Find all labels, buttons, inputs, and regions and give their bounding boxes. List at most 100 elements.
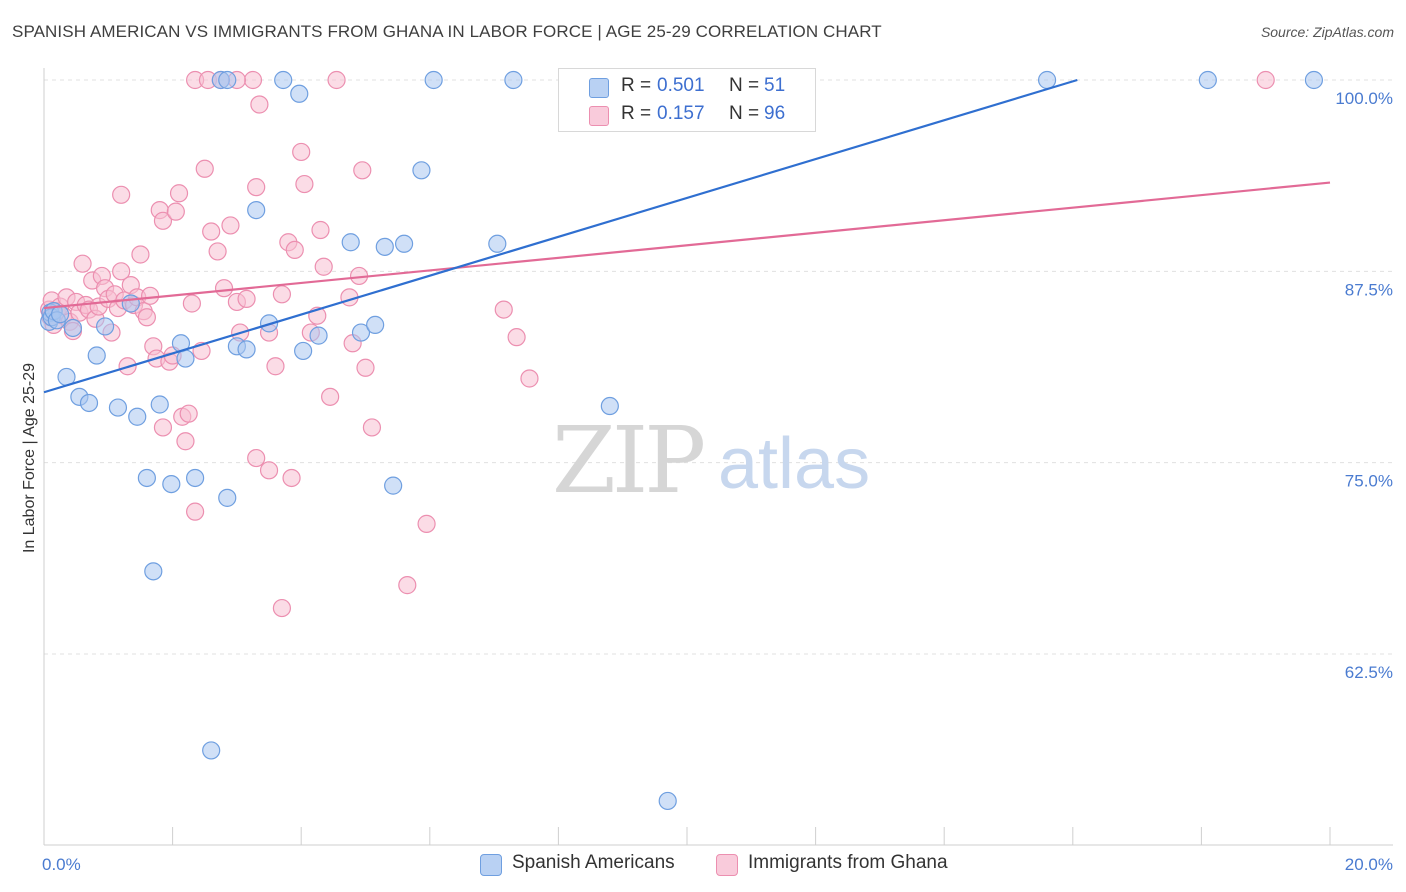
- spanish-point-40: [412, 161, 431, 180]
- ghana-point-46: [179, 404, 198, 423]
- ghana-point-88: [398, 576, 417, 595]
- spanish-point-20: [176, 349, 195, 368]
- ghana-point-12: [73, 254, 92, 273]
- spanish-point-28: [247, 201, 266, 220]
- ghana-point-53: [214, 279, 234, 298]
- spanish-point-11: [95, 317, 115, 336]
- spanish-point-48: [1037, 70, 1057, 90]
- ghana-point-74: [327, 70, 346, 90]
- legend-n-value: 51: [764, 75, 786, 96]
- y-tick-label-1: 75.0%: [1345, 472, 1393, 491]
- legend-r-label: R =: [621, 75, 652, 96]
- spanish-point-43: [504, 70, 523, 90]
- ghana-point-36: [112, 185, 131, 204]
- spanish-point-9: [79, 393, 99, 413]
- spanish-point-42: [488, 234, 507, 253]
- spanish-point-5: [50, 305, 70, 324]
- ghana-point-39: [153, 418, 173, 437]
- spanish-point-27: [237, 340, 256, 359]
- ghana-point-62: [266, 357, 285, 376]
- ghana-point-78: [353, 161, 372, 180]
- watermark: ZIP atlas: [552, 407, 870, 514]
- ghana-point-58: [243, 70, 263, 90]
- ghana-point-71: [311, 220, 330, 240]
- spanish-point-15: [137, 468, 156, 488]
- ghana-point-43: [169, 184, 189, 203]
- spanish-point-31: [290, 84, 309, 103]
- axes: [43, 68, 1393, 846]
- ghana-point-59: [247, 178, 266, 197]
- ghana-point-54: [221, 216, 240, 235]
- bottom-legend-label-spanish: Spanish Americans: [512, 852, 675, 873]
- ghana-point-30: [131, 245, 150, 264]
- ghana-point-63: [272, 285, 292, 304]
- legend-swatch-ghana: [589, 106, 609, 126]
- ghana-point-42: [166, 202, 185, 221]
- trend-lines: [43, 78, 1331, 394]
- series-ghana-points: [40, 70, 1275, 618]
- spanish-point-13: [128, 407, 147, 426]
- ghana-point-80: [362, 418, 382, 437]
- x-tick-label-max: 20.0%: [1345, 855, 1393, 874]
- spanish-point-34: [341, 233, 360, 252]
- ghana-point-65: [282, 468, 301, 488]
- legend-n-label: N =: [729, 103, 760, 124]
- spanish-point-39: [394, 234, 414, 253]
- spanish-point-12: [108, 398, 128, 417]
- legend-r-value: 0.501: [657, 75, 705, 96]
- legend-n-value: 96: [764, 103, 786, 124]
- ghana-point-79: [356, 358, 375, 377]
- legend-row-ghana: R = 0.157 N = 96: [559, 101, 815, 129]
- spanish-point-10: [87, 346, 106, 365]
- ghana-point-89: [417, 514, 436, 533]
- legend-row-spanish: R = 0.501 N = 51: [559, 73, 815, 101]
- spanish-point-14: [121, 294, 140, 313]
- ghana-point-72: [314, 257, 333, 276]
- y-tick-label-0: 62.5%: [1345, 663, 1393, 682]
- spanish-point-38: [384, 476, 403, 495]
- spanish-point-25: [218, 488, 237, 507]
- spanish-point-36: [366, 315, 385, 335]
- ghana-point-92: [520, 369, 539, 388]
- spanish-point-50: [1304, 70, 1324, 90]
- spanish-point-24: [218, 70, 237, 90]
- legend-swatch-spanish: [589, 78, 609, 98]
- ghana-point-48: [186, 502, 205, 521]
- ghana-point-66: [285, 240, 304, 260]
- ghana-point-57: [237, 289, 256, 308]
- spanish-point-41: [424, 70, 443, 90]
- ghana-point-47: [182, 294, 201, 313]
- trend-line-ghana: [43, 181, 1331, 310]
- spanish-point-18: [162, 474, 181, 494]
- spanish-point-33: [309, 326, 328, 345]
- bottom-legend-swatch-spanish: [480, 854, 502, 876]
- ghana-point-73: [321, 387, 340, 406]
- correlation-legend: R = 0.501 N = 51 R = 0.157 N = 96: [558, 68, 816, 132]
- spanish-point-30: [274, 70, 293, 90]
- bottom-legend-label-ghana: Immigrants from Ghana: [748, 852, 948, 873]
- ghana-point-50: [195, 159, 214, 178]
- y-tick-labels: 62.5% 75.0% 87.5% 100.0%: [1335, 89, 1393, 682]
- source-label: Source: ZipAtlas.com: [1260, 24, 1394, 40]
- ghana-point-33: [140, 286, 160, 305]
- ghana-point-91: [507, 328, 526, 347]
- ghana-point-52: [208, 242, 227, 261]
- spanish-point-16: [144, 562, 163, 581]
- spanish-point-45: [658, 791, 677, 811]
- spanish-point-22: [202, 741, 221, 760]
- grid-lines: [44, 79, 1393, 655]
- watermark-atlas: atlas: [718, 424, 870, 504]
- bottom-legend-swatch-ghana: [716, 854, 738, 876]
- y-tick-label-3: 100.0%: [1335, 89, 1393, 108]
- spanish-point-37: [375, 237, 394, 256]
- ghana-point-90: [494, 300, 513, 319]
- ghana-point-24: [112, 262, 131, 281]
- ghana-point-67: [292, 142, 311, 162]
- legend-n-label: N =: [729, 75, 760, 96]
- spanish-point-32: [294, 341, 313, 361]
- spanish-point-7: [63, 318, 83, 338]
- ghana-point-32: [137, 308, 156, 327]
- ghana-point-82: [247, 448, 266, 468]
- ghana-point-38: [153, 211, 173, 230]
